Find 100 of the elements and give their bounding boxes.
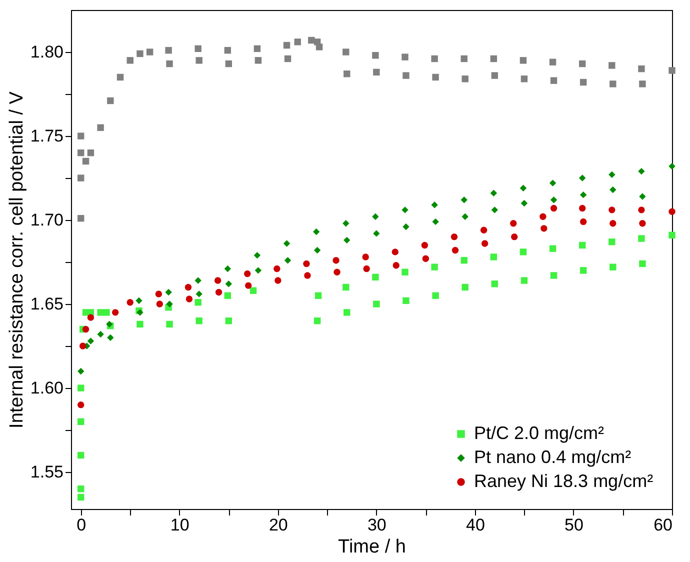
point xyxy=(165,288,172,296)
point xyxy=(215,288,222,296)
point xyxy=(431,202,438,208)
point xyxy=(668,67,676,74)
point xyxy=(490,254,498,260)
point xyxy=(82,326,90,333)
point xyxy=(225,60,232,68)
point xyxy=(490,55,498,62)
point xyxy=(373,230,380,237)
point xyxy=(520,76,528,82)
point xyxy=(166,320,173,328)
point xyxy=(254,252,261,259)
point xyxy=(78,132,84,140)
point xyxy=(402,297,410,304)
y-tick-label: 1.55 xyxy=(30,462,64,482)
point xyxy=(314,246,321,254)
point xyxy=(196,290,202,298)
point xyxy=(608,238,616,246)
point xyxy=(549,245,556,252)
point xyxy=(540,213,546,220)
point xyxy=(639,193,646,200)
point xyxy=(402,223,410,230)
point xyxy=(283,240,290,247)
point xyxy=(78,149,84,156)
point xyxy=(126,57,134,64)
point xyxy=(491,206,498,214)
x-tick-label: 40 xyxy=(466,516,485,534)
point xyxy=(184,284,192,291)
point xyxy=(460,55,468,62)
point xyxy=(116,74,124,81)
point xyxy=(316,44,323,50)
point xyxy=(344,236,350,244)
point xyxy=(344,70,350,78)
point xyxy=(402,54,408,60)
point xyxy=(363,265,370,272)
point xyxy=(165,46,172,54)
point xyxy=(136,50,144,58)
point xyxy=(372,52,379,59)
x-tick-label: 20 xyxy=(268,516,288,534)
point xyxy=(87,338,94,344)
point xyxy=(610,80,616,88)
point xyxy=(314,292,322,299)
point xyxy=(274,277,282,284)
point xyxy=(78,384,84,392)
point xyxy=(402,268,408,276)
point xyxy=(294,38,301,46)
point xyxy=(422,255,430,262)
point xyxy=(107,97,114,104)
point xyxy=(244,270,251,278)
point xyxy=(549,58,556,66)
point xyxy=(372,274,379,280)
y-axis-title: Internal resistance corr. cell potential / V xyxy=(6,91,28,428)
point xyxy=(342,220,350,227)
point xyxy=(580,267,587,274)
point xyxy=(580,78,587,86)
point xyxy=(334,268,340,276)
point xyxy=(156,300,164,308)
point xyxy=(608,206,616,214)
y-tick-label: 1.75 xyxy=(30,126,64,146)
point xyxy=(78,494,84,501)
point xyxy=(578,60,586,68)
point xyxy=(578,242,586,249)
point xyxy=(78,174,84,182)
point xyxy=(550,204,558,212)
point xyxy=(225,280,232,288)
point xyxy=(97,309,104,316)
legend-label: Pt nano 0.4 mg/cm² xyxy=(474,447,632,467)
point xyxy=(550,272,558,279)
point xyxy=(639,220,646,227)
point xyxy=(520,200,528,207)
point xyxy=(511,233,518,240)
point xyxy=(452,246,459,254)
point xyxy=(668,232,676,238)
x-tick-label: 60 xyxy=(654,516,672,534)
point xyxy=(78,418,84,425)
point xyxy=(166,60,173,68)
point xyxy=(126,298,134,306)
x-tick-label: 10 xyxy=(170,516,190,534)
point xyxy=(549,180,556,186)
point xyxy=(490,190,498,196)
point xyxy=(196,317,202,324)
point xyxy=(432,292,439,299)
point xyxy=(87,314,94,321)
point xyxy=(78,485,84,492)
point xyxy=(578,204,586,212)
y-tick-label: 1.80 xyxy=(30,42,64,62)
legend-label: Raney Ni 18.3 mg/cm² xyxy=(474,471,654,491)
point xyxy=(254,57,262,64)
point xyxy=(194,277,202,284)
point xyxy=(78,401,84,408)
point xyxy=(520,248,527,256)
point xyxy=(304,272,311,279)
point xyxy=(274,265,280,272)
y-tick-label: 1.70 xyxy=(30,210,64,230)
point xyxy=(78,452,84,459)
point xyxy=(312,228,320,236)
point xyxy=(97,330,104,338)
point xyxy=(373,300,380,308)
point xyxy=(342,48,350,56)
point xyxy=(520,277,528,284)
